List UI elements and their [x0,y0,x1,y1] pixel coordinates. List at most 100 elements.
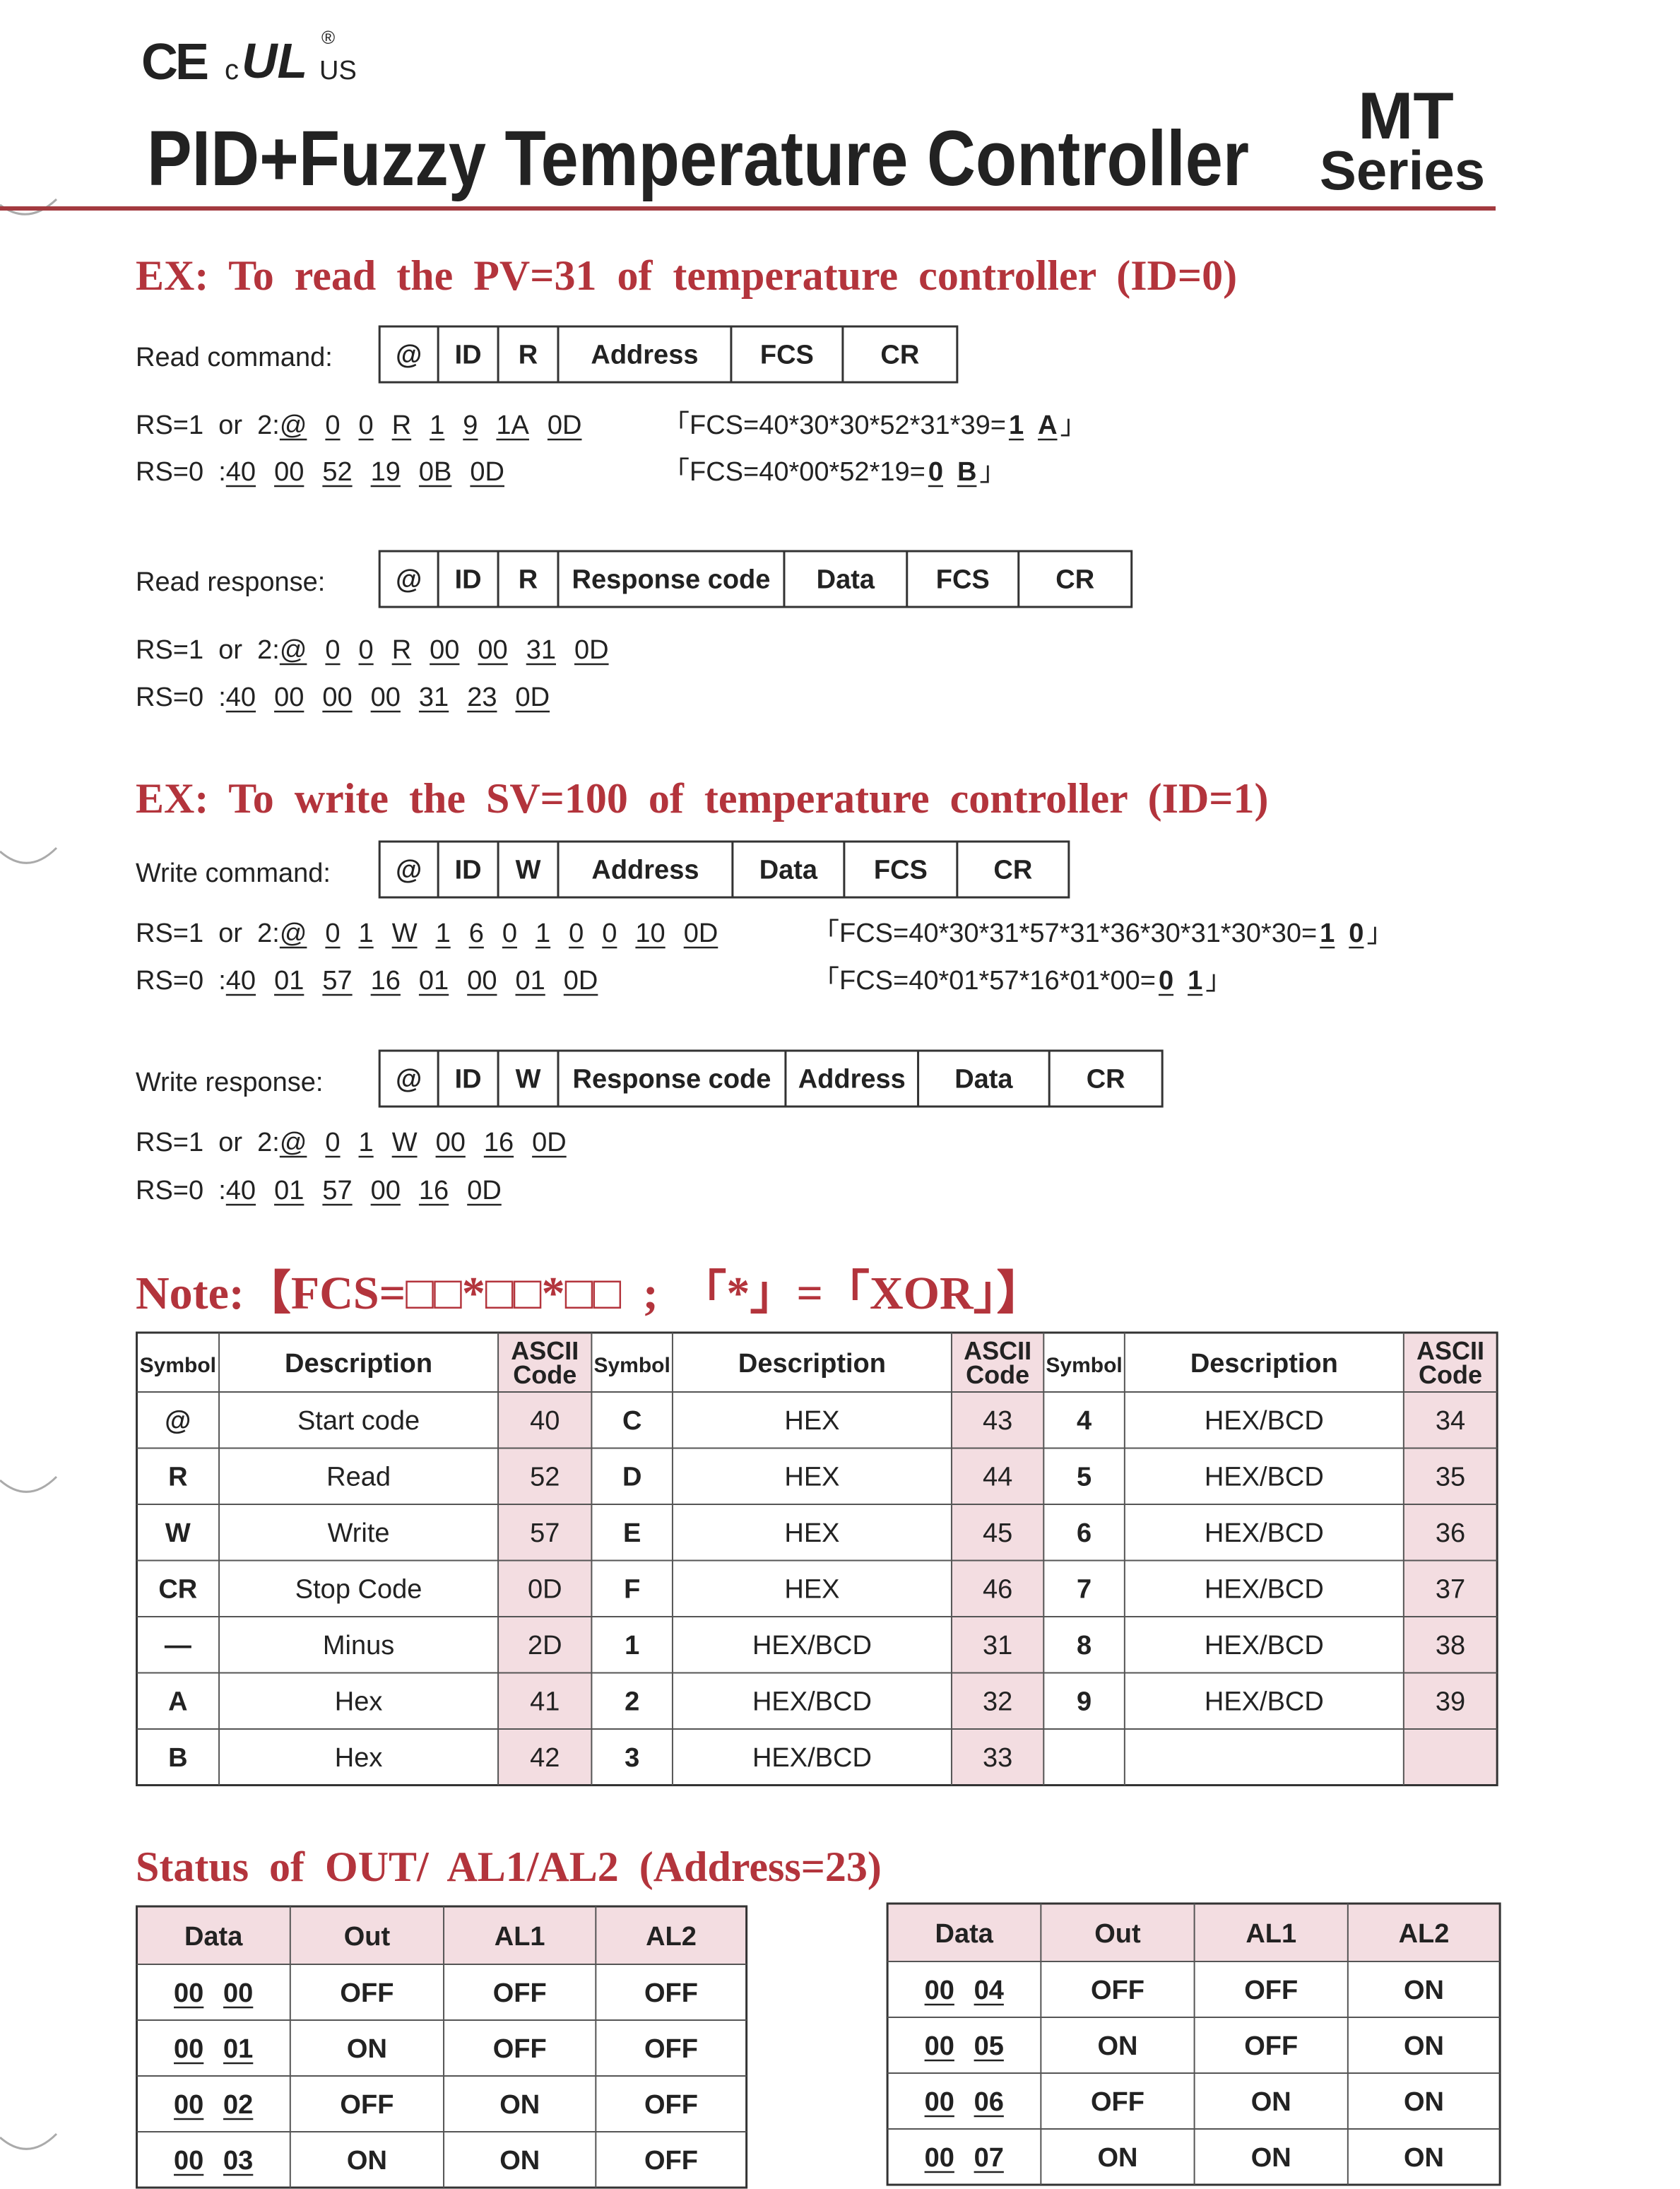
frame-field: @ [396,856,422,885]
code-token: 00 [371,1176,401,1205]
logo-ce: CE [141,34,208,90]
code-token: 40 [226,457,256,487]
status-code: 00 [223,1978,253,2008]
frame-field: ID [455,341,482,370]
code-token: @ [280,411,307,440]
code-token: 1 [536,919,550,948]
code-token: 16 [419,1176,449,1205]
status-cell: OFF [1244,1976,1298,2005]
line-prefix: RS=0 : [136,1176,226,1205]
table-cell: Hex [335,1743,383,1773]
code-token: R [392,635,411,665]
table-header: Data [935,1919,994,1949]
table-cell: 40 [530,1406,560,1436]
table-cell: HEX/BCD [752,1687,872,1717]
status-code: 06 [974,2087,1004,2117]
status-header-shade [136,1906,747,1964]
code-token: 31 [419,683,449,712]
status-code: 02 [223,2090,253,2120]
table-cell: Write [328,1518,390,1548]
code-token: 0D [532,1128,567,1157]
status-code: 00 [174,1978,203,2008]
code-token: 9 [463,411,478,440]
status-cell: ON [499,2090,540,2120]
fcs-formula: 「FCS=40*00*52*19= [663,457,925,487]
frame-field: @ [396,341,422,370]
code-token: 0 [325,411,340,440]
status-cell: OFF [644,2090,698,2120]
frame-field: Data [954,1065,1013,1094]
status-cell: OFF [644,1978,698,2008]
code-token: @ [280,1128,307,1157]
section-heading: Status of OUT/ AL1/AL2 (Address=23) [136,1843,882,1890]
code-token: 01 [274,966,304,996]
code-token: 1 [359,1128,374,1157]
table-header: Symbol [593,1354,670,1377]
table-cell: CR [158,1575,197,1605]
table-cell: 57 [530,1518,560,1548]
code-token: 0 [502,919,517,948]
logo-ul: UL [242,33,307,88]
table-cell: HEX/BCD [1205,1518,1324,1548]
fcs-result: B [957,457,976,487]
code-token: 0D [467,1176,502,1205]
status-code: 00 [925,1976,954,2005]
status-cell: ON [1404,1976,1444,2005]
code-token: 52 [322,457,352,487]
logo-registered: ® [321,27,335,48]
code-token: 1 [359,919,374,948]
code-token: 0D [564,966,598,996]
code-token: 1 [436,919,451,948]
table-cell: 43 [983,1406,1012,1436]
table-cell: Minus [323,1631,394,1660]
frame-label: Write response: [136,1068,323,1097]
fcs-result: 0 [1159,966,1173,996]
status-cell: ON [1251,2087,1291,2117]
frame-field: ID [455,856,482,885]
status-code: 07 [974,2143,1004,2173]
fcs-result: 0 [1349,919,1363,948]
frame-field: CR [880,341,919,370]
status-cell: ON [1097,2143,1137,2173]
status-cell: OFF [340,1978,394,2008]
table-cell: Hex [335,1687,383,1717]
status-code: 03 [223,2146,253,2176]
table-cell: HEX [784,1463,839,1492]
table-cell: W [165,1518,191,1548]
table-cell: 6 [1077,1518,1092,1548]
table-header: AL2 [646,1922,697,1952]
binder-hole [0,846,58,864]
table-cell: B [168,1743,187,1773]
frame-field: R [519,341,538,370]
table-cell: HEX [784,1518,839,1548]
table-cell: 44 [983,1463,1012,1492]
table-header: AL1 [495,1922,545,1952]
table-border [136,1905,748,2189]
line-prefix: RS=1 or 2: [136,635,280,665]
code-token: 1 [430,411,444,440]
table-header: Data [184,1922,243,1952]
fcs-result: 1 [1009,411,1024,440]
frame-field: FCS [936,565,990,595]
table-cell: HEX/BCD [752,1631,872,1660]
table-cell: HEX/BCD [1205,1406,1324,1436]
code-token: 00 [436,1128,466,1157]
status-cell: OFF [644,2146,698,2176]
code-token: 40 [226,683,256,712]
table-cell: HEX/BCD [1205,1575,1324,1605]
section-heading: EX: To write the SV=100 of temperature c… [136,775,1268,822]
code-token: 00 [322,683,352,712]
table-header: ASCII Code [511,1336,579,1389]
code-token: 40 [226,966,256,996]
code-token: 00 [371,683,401,712]
fcs-close: 」 [1205,966,1232,996]
status-code: 00 [174,2146,203,2176]
code-token: 0 [359,635,374,665]
table-cell: 3 [625,1743,639,1773]
fcs-close: 」 [1060,411,1087,440]
status-cell: ON [347,2034,387,2064]
table-cell: 9 [1077,1687,1092,1717]
code-token: 00 [274,457,304,487]
frame-field: W [516,1065,541,1094]
status-code: 00 [925,2087,954,2117]
